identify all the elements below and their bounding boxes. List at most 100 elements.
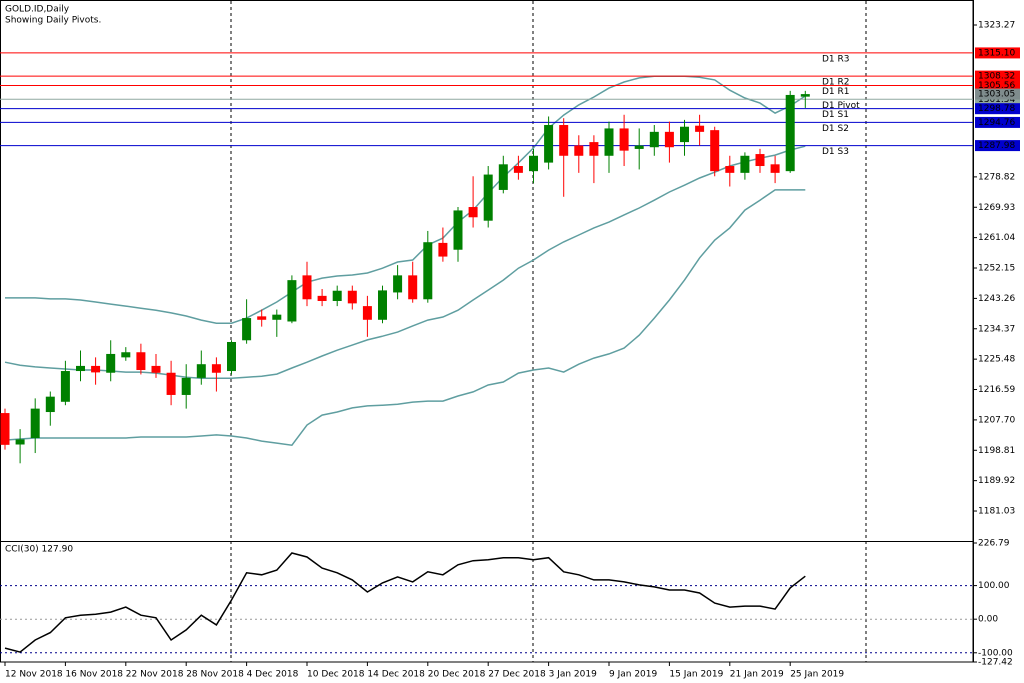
- candle-body: [725, 166, 735, 173]
- candle-body: [332, 290, 342, 301]
- x-tick-label: 16 Nov 2018: [65, 670, 123, 680]
- candle-body: [544, 125, 554, 163]
- candle-body: [664, 131, 674, 148]
- last-price-box: [975, 88, 1020, 100]
- pivot-name: D1 S1: [822, 110, 849, 120]
- candle-body: [60, 371, 70, 402]
- candle-body: [408, 275, 418, 300]
- pivot-axis-box: [975, 103, 1020, 115]
- candle-body: [45, 396, 55, 413]
- pivot-axis-label: 1305.56: [978, 81, 1015, 91]
- chart-title: GOLD.ID,Daily: [5, 5, 70, 15]
- candle-body: [589, 142, 599, 156]
- candle-body: [211, 364, 221, 373]
- x-tick-label: 4 Dec 2018: [247, 670, 299, 680]
- x-tick-label: 25 Jan 2019: [790, 670, 844, 680]
- pivot-axis-box: [975, 47, 1020, 59]
- pivot-name: D1 S2: [822, 124, 849, 134]
- candle-body: [287, 280, 297, 322]
- candle-body: [649, 131, 659, 148]
- candle-body: [257, 316, 267, 320]
- chart-subtitle: Showing Daily Pivots.: [5, 16, 101, 26]
- x-tick-label: 22 Nov 2018: [126, 670, 184, 680]
- y-tick-label: 1252.15: [978, 264, 1015, 274]
- x-tick-label: 9 Jan 2019: [609, 670, 657, 680]
- x-tick-label: 27 Dec 2018: [488, 670, 546, 680]
- y-tick-label: 1278.82: [978, 172, 1015, 182]
- x-tick-label: 3 Jan 2019: [549, 670, 597, 680]
- candle-body: [196, 364, 206, 378]
- candle-body: [559, 125, 569, 156]
- candle-body: [317, 295, 327, 301]
- candle-body: [574, 145, 584, 156]
- pivot-name: D1 Pivot: [822, 101, 860, 111]
- candle-body: [347, 290, 357, 304]
- y-tick-label: 1216.59: [978, 385, 1015, 395]
- candle-body: [695, 125, 705, 132]
- candle-body: [770, 164, 780, 173]
- x-tick-label: 14 Dec 2018: [367, 670, 425, 680]
- y-tick-label: -100.00: [978, 648, 1013, 658]
- candle-body: [242, 318, 252, 341]
- pivot-axis-label: 1301.54: [978, 95, 1015, 105]
- x-tick-label: 28 Nov 2018: [186, 670, 244, 680]
- pivot-name: D1 R1: [822, 87, 850, 97]
- x-tick-label: 10 Dec 2018: [307, 670, 365, 680]
- band-upper: [5, 75, 806, 324]
- pivot-axis-box: [975, 140, 1020, 152]
- candle-body: [468, 207, 478, 218]
- y-tick-label: 0.00: [978, 615, 998, 625]
- pivot-axis-box: [975, 80, 1020, 92]
- candle-body: [393, 275, 403, 293]
- candle-body: [0, 413, 10, 445]
- candle-body: [529, 155, 538, 172]
- x-tick-label: 21 Jan 2019: [730, 670, 784, 680]
- candle-body: [272, 314, 282, 320]
- last-price-label: 1303.05: [978, 90, 1015, 100]
- y-tick-label: 1181.03: [978, 507, 1015, 517]
- candle-body: [121, 352, 131, 358]
- band-middle: [4, 145, 806, 379]
- pivot-axis-label: 1315.10: [978, 48, 1015, 58]
- candle-body: [710, 130, 720, 172]
- candle-body: [453, 210, 463, 250]
- y-tick-label: 1207.70: [978, 415, 1015, 425]
- candle-body: [755, 154, 765, 167]
- indicator-title: CCI(30) 127.90: [5, 545, 73, 555]
- pivot-axis-label: 1308.32: [978, 72, 1015, 82]
- candle-body: [106, 353, 116, 373]
- y-tick-label: 1323.27: [978, 21, 1015, 31]
- candle-body: [136, 352, 146, 371]
- candle-body: [740, 155, 750, 173]
- pivot-name: D1 R3: [822, 54, 850, 64]
- y-tick-label: 1261.04: [978, 233, 1015, 243]
- y-tick-label: -127.42: [978, 658, 1013, 668]
- candle-body: [498, 164, 508, 190]
- candle-body: [227, 341, 236, 372]
- cci-line: [4, 552, 806, 653]
- y-tick-label: 1198.81: [978, 446, 1015, 456]
- candle-body: [680, 126, 689, 143]
- y-tick-label: 1269.93: [978, 203, 1015, 213]
- pivot-axis-label: 1287.98: [978, 141, 1015, 151]
- candle-body: [438, 242, 448, 257]
- candle-body: [166, 372, 176, 395]
- y-tick-label: 100.00: [978, 581, 1010, 591]
- candle-body: [76, 365, 85, 372]
- pivot-name: D1 R2: [822, 78, 850, 88]
- y-tick-label: 226.79: [978, 539, 1010, 549]
- candle-body: [800, 94, 810, 97]
- y-tick-label: 1189.92: [978, 476, 1015, 486]
- candle-body: [423, 242, 433, 300]
- candle-body: [483, 174, 493, 221]
- candle-body: [91, 365, 101, 373]
- candle-body: [181, 377, 191, 395]
- candle-body: [604, 128, 614, 156]
- y-tick-label: 1225.48: [978, 355, 1015, 365]
- pivot-axis-label: 1294.76: [978, 118, 1015, 128]
- x-tick-label: 20 Dec 2018: [428, 670, 486, 680]
- candle-body: [634, 145, 644, 149]
- candle-body: [785, 94, 795, 172]
- pivot-axis-box: [975, 70, 1020, 82]
